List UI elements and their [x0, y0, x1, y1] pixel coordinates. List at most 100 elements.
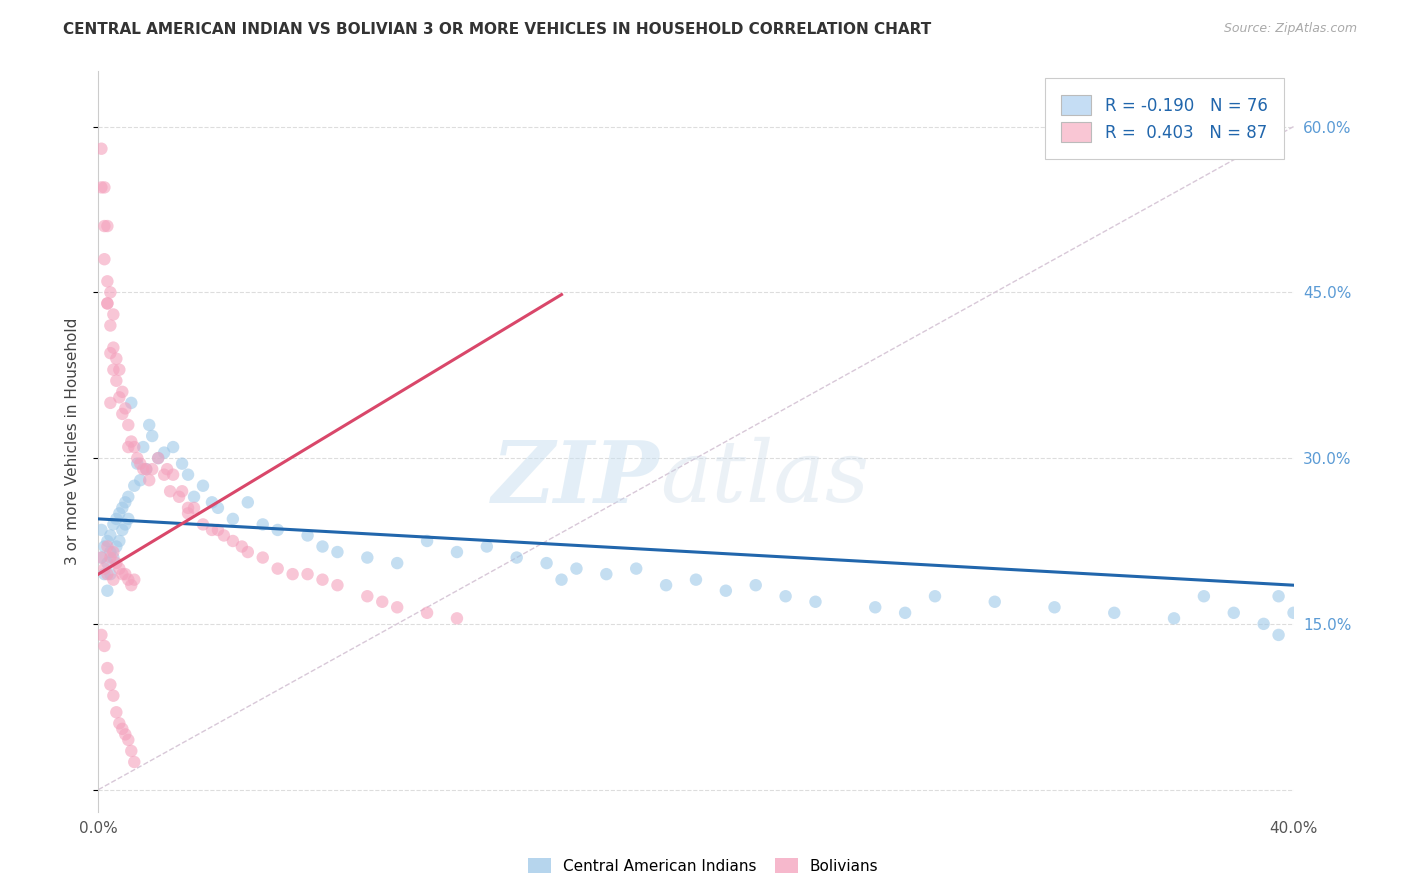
Point	[132, 440, 155, 454]
Point	[98, 678, 122, 692]
Text: ZIP: ZIP	[492, 437, 661, 520]
Point	[90, 142, 112, 156]
Point	[1267, 628, 1289, 642]
Text: atlas: atlas	[661, 437, 869, 520]
Point	[96, 533, 118, 548]
Point	[177, 467, 200, 482]
Point	[129, 457, 152, 471]
Point	[103, 362, 125, 376]
Point	[103, 550, 125, 565]
Point	[141, 429, 163, 443]
Point	[416, 606, 439, 620]
Point	[1253, 616, 1275, 631]
Point	[111, 567, 134, 582]
Point	[93, 567, 115, 582]
Point	[93, 561, 115, 575]
Point	[98, 318, 122, 333]
Point	[98, 285, 122, 300]
Point	[96, 567, 118, 582]
Point	[132, 462, 155, 476]
Point	[297, 528, 319, 542]
Point	[311, 540, 333, 554]
Point	[222, 533, 245, 548]
Point	[775, 589, 797, 603]
Point	[111, 722, 134, 736]
Point	[236, 495, 259, 509]
Point	[1223, 606, 1246, 620]
Point	[114, 727, 136, 741]
Point	[111, 523, 134, 537]
Point	[105, 374, 128, 388]
Point	[894, 606, 917, 620]
Point	[98, 545, 122, 559]
Point	[105, 351, 128, 366]
Point	[124, 755, 146, 769]
Point	[536, 556, 558, 570]
Point	[138, 417, 160, 432]
Point	[93, 540, 115, 554]
Point	[685, 573, 707, 587]
Point	[114, 567, 136, 582]
Point	[804, 595, 827, 609]
Point	[105, 706, 128, 720]
Point	[124, 573, 146, 587]
Point	[96, 219, 118, 233]
Point	[172, 457, 194, 471]
Point	[117, 417, 139, 432]
Point	[356, 550, 378, 565]
Point	[93, 219, 115, 233]
Point	[90, 550, 112, 565]
Point	[201, 523, 224, 537]
Point	[191, 479, 214, 493]
Point	[108, 507, 131, 521]
Point	[655, 578, 678, 592]
Point	[127, 457, 149, 471]
Point	[212, 528, 235, 542]
Point	[356, 589, 378, 603]
Point	[177, 507, 200, 521]
Point	[162, 440, 184, 454]
Point	[267, 561, 290, 575]
Point	[371, 595, 394, 609]
Point	[416, 533, 439, 548]
Point	[108, 561, 131, 575]
Point	[446, 545, 468, 559]
Point	[108, 716, 131, 731]
Point	[252, 550, 274, 565]
Point	[103, 341, 125, 355]
Point	[231, 540, 253, 554]
Point	[148, 451, 170, 466]
Point	[207, 523, 229, 537]
Point	[385, 556, 409, 570]
Point	[105, 512, 128, 526]
Point	[105, 540, 128, 554]
Point	[114, 517, 136, 532]
Point	[127, 451, 149, 466]
Point	[96, 583, 118, 598]
Point	[565, 561, 588, 575]
Point	[714, 583, 737, 598]
Point	[1267, 589, 1289, 603]
Point	[117, 490, 139, 504]
Point	[93, 180, 115, 194]
Point	[177, 500, 200, 515]
Point	[159, 484, 181, 499]
Point	[111, 407, 134, 421]
Point	[96, 274, 118, 288]
Point	[98, 396, 122, 410]
Point	[201, 495, 224, 509]
Point	[267, 523, 290, 537]
Point	[108, 362, 131, 376]
Point	[93, 639, 115, 653]
Point	[93, 252, 115, 267]
Point	[103, 689, 125, 703]
Point	[153, 467, 176, 482]
Point	[111, 500, 134, 515]
Point	[475, 540, 498, 554]
Legend: Central American Indians, Bolivians: Central American Indians, Bolivians	[522, 852, 884, 880]
Point	[297, 567, 319, 582]
Point	[745, 578, 768, 592]
Point	[865, 600, 887, 615]
Point	[385, 600, 409, 615]
Point	[120, 578, 142, 592]
